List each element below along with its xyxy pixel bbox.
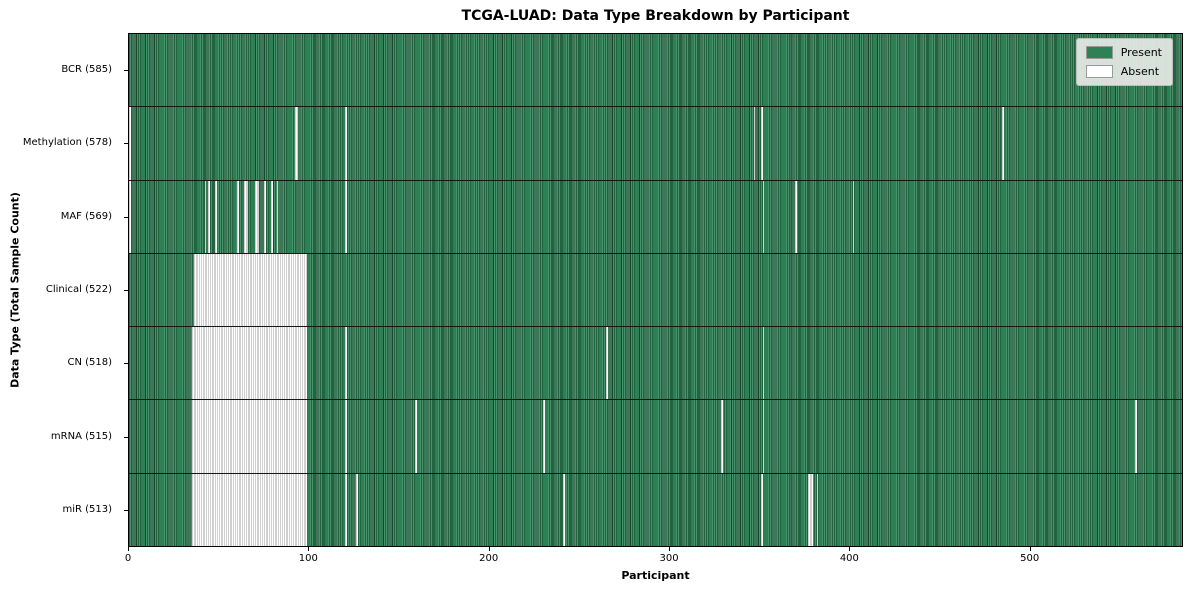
y-tick-mark <box>124 69 128 71</box>
y-tick-label-methylation: Methylation (578) <box>22 137 112 149</box>
absent-stripe <box>543 400 545 473</box>
absent-stripe <box>762 400 765 473</box>
absent-stripe <box>415 400 417 473</box>
y-tick-label-mir: miR (513) <box>62 504 112 516</box>
absent-stripe <box>208 180 210 253</box>
absent-stripe <box>753 107 756 180</box>
plot-area: Present Absent <box>128 33 1183 547</box>
y-tick-mark <box>124 363 128 365</box>
absent-stripe <box>215 180 218 253</box>
x-tick-label-0: 0 <box>124 553 132 564</box>
y-tick-mark <box>124 143 128 145</box>
absent-stripe <box>795 180 797 253</box>
absent-stripe <box>192 473 308 546</box>
legend-label-present: Present <box>1120 46 1162 59</box>
x-axis-label: Participant <box>621 569 690 582</box>
heatmap-row-mir <box>129 473 1182 546</box>
legend-item-present: Present <box>1085 46 1162 59</box>
x-tick-label-400: 400 <box>839 553 859 564</box>
heatmap-row-cn <box>129 327 1182 401</box>
absent-stripe <box>355 473 358 546</box>
legend-label-absent: Absent <box>1120 65 1160 78</box>
absent-stripe <box>255 180 259 253</box>
heatmap-row-bcr <box>129 34 1182 108</box>
absent-stripe <box>192 400 308 473</box>
absent-stripe <box>345 473 347 546</box>
y-tick-mark <box>124 290 128 291</box>
absent-stripe <box>193 253 308 327</box>
y-tick-mark <box>124 216 128 218</box>
x-tick-mark <box>1029 547 1031 551</box>
absent-swatch <box>1085 65 1113 78</box>
absent-stripe <box>345 107 347 180</box>
x-tick-mark <box>308 547 310 551</box>
x-tick-label-300: 300 <box>659 553 679 564</box>
chart-title: TCGA-LUAD: Data Type Breakdown by Partic… <box>461 8 850 24</box>
present-swatch <box>1085 46 1113 59</box>
absent-stripe <box>192 327 308 400</box>
absent-stripe <box>237 180 239 253</box>
x-tick-mark <box>128 547 129 551</box>
heatmap-row-methylation <box>129 107 1182 181</box>
absent-stripe <box>852 180 855 253</box>
absent-stripe <box>204 180 207 253</box>
absent-stripe <box>760 473 763 546</box>
absent-stripe <box>264 180 266 253</box>
heatmap-row-mrna <box>129 400 1182 474</box>
y-tick-label-maf: MAF (569) <box>60 210 112 222</box>
absent-stripe <box>129 107 131 180</box>
x-tick-mark <box>669 547 671 551</box>
y-tick-mark <box>124 510 128 512</box>
y-tick-label-cn: CN (518) <box>67 357 112 369</box>
x-tick-label-100: 100 <box>298 553 318 564</box>
x-tick-label-200: 200 <box>479 553 499 564</box>
absent-stripe <box>294 107 299 180</box>
absent-stripe <box>271 180 273 253</box>
y-tick-label-mrna: mRNA (515) <box>50 430 112 442</box>
legend-item-absent: Absent <box>1085 65 1162 78</box>
absent-stripe <box>129 180 131 253</box>
absent-stripe <box>1002 107 1004 180</box>
absent-stripe <box>760 107 763 180</box>
absent-stripe <box>345 400 347 473</box>
heatmap-row-maf <box>129 180 1182 254</box>
absent-stripe <box>606 327 608 400</box>
absent-stripe <box>345 180 347 253</box>
absent-stripe <box>816 473 819 546</box>
x-tick-mark <box>488 547 490 551</box>
y-tick-mark <box>124 436 128 438</box>
absent-stripe <box>345 327 347 400</box>
absent-stripe <box>762 327 765 400</box>
absent-stripe <box>1135 400 1137 473</box>
absent-stripe <box>244 180 248 253</box>
legend: Present Absent <box>1075 38 1173 86</box>
y-tick-label-clinical: Clinical (522) <box>45 284 112 295</box>
absent-stripe <box>807 473 813 546</box>
x-tick-mark <box>849 547 851 551</box>
absent-stripe <box>721 400 723 473</box>
absent-stripe <box>562 473 565 546</box>
absent-stripe <box>762 180 765 253</box>
heatmap-row-clinical <box>129 253 1182 328</box>
y-tick-label-bcr: BCR (585) <box>61 63 112 75</box>
absent-stripe <box>276 180 279 253</box>
x-tick-label-500: 500 <box>1020 553 1040 564</box>
